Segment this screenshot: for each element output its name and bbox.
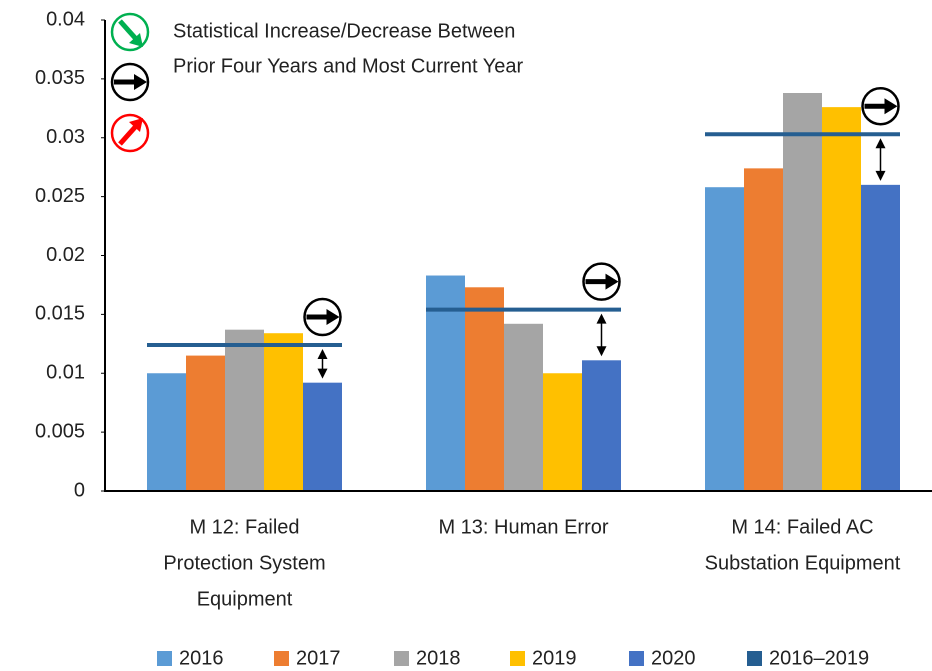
bar [783,93,822,491]
gap-arrowhead [317,368,328,379]
legend-label: 2016 [179,647,224,669]
y-tick-label: 0.005 [35,420,85,442]
gap-arrowhead [875,138,886,149]
decrease-arrowhead [129,33,143,47]
legend-swatch [274,651,289,666]
y-tick-label: 0.04 [46,8,85,30]
gap-arrowhead [596,346,607,357]
bar [264,333,303,491]
legend-swatch [510,651,525,666]
annotation: Prior Four Years and Most Current Year [173,55,524,77]
y-tick-label: 0.01 [46,362,85,384]
decrease-arrow [118,19,139,42]
increase-arrowhead [129,118,143,132]
bar [147,373,186,491]
legend-label: 2020 [651,647,696,669]
x-tick-label: M 13: Human Error [438,516,608,538]
legend-label: 2019 [532,647,577,669]
bar [543,373,582,491]
y-tick-label: 0.035 [35,67,85,89]
legend-swatch [157,651,172,666]
legend-label: 2017 [296,647,341,669]
legend-label: 2018 [416,647,461,669]
x-tick-label: Protection System [163,552,325,574]
gap-arrowhead [875,170,886,181]
x-tick-label: Substation Equipment [705,552,901,574]
increase-arrow [118,123,139,146]
y-tick-label: 0.025 [35,185,85,207]
bar [504,323,543,491]
x-tick-label: Equipment [197,588,293,610]
y-tick-label: 0.015 [35,303,85,325]
bar [582,360,621,491]
bar [186,355,225,491]
legend-swatch [394,651,409,666]
trend-arrowhead [605,273,619,290]
bar [465,287,504,491]
legend-swatch [747,651,762,666]
status-key [110,12,150,153]
x-tick-label: M 14: Failed AC [731,516,873,538]
legend-label: 2016–2019 [769,647,869,669]
y-tick-label: 0.03 [46,126,85,148]
trend-arrowhead [884,98,898,115]
gap-arrowhead [596,313,607,324]
y-tick-label: 0 [74,479,85,501]
bar [822,107,861,491]
no-change-arrowhead [134,74,147,90]
bar [303,382,342,491]
trend-arrowhead [326,308,340,325]
y-tick-label: 0.02 [46,244,85,266]
bar [225,329,264,491]
x-tick-label: M 12: Failed [189,516,299,538]
legend-swatch [629,651,644,666]
gap-arrowhead [317,348,328,359]
bar [705,187,744,491]
annotation: Statistical Increase/Decrease Between [173,20,515,42]
bar [861,184,900,491]
bar [744,168,783,492]
